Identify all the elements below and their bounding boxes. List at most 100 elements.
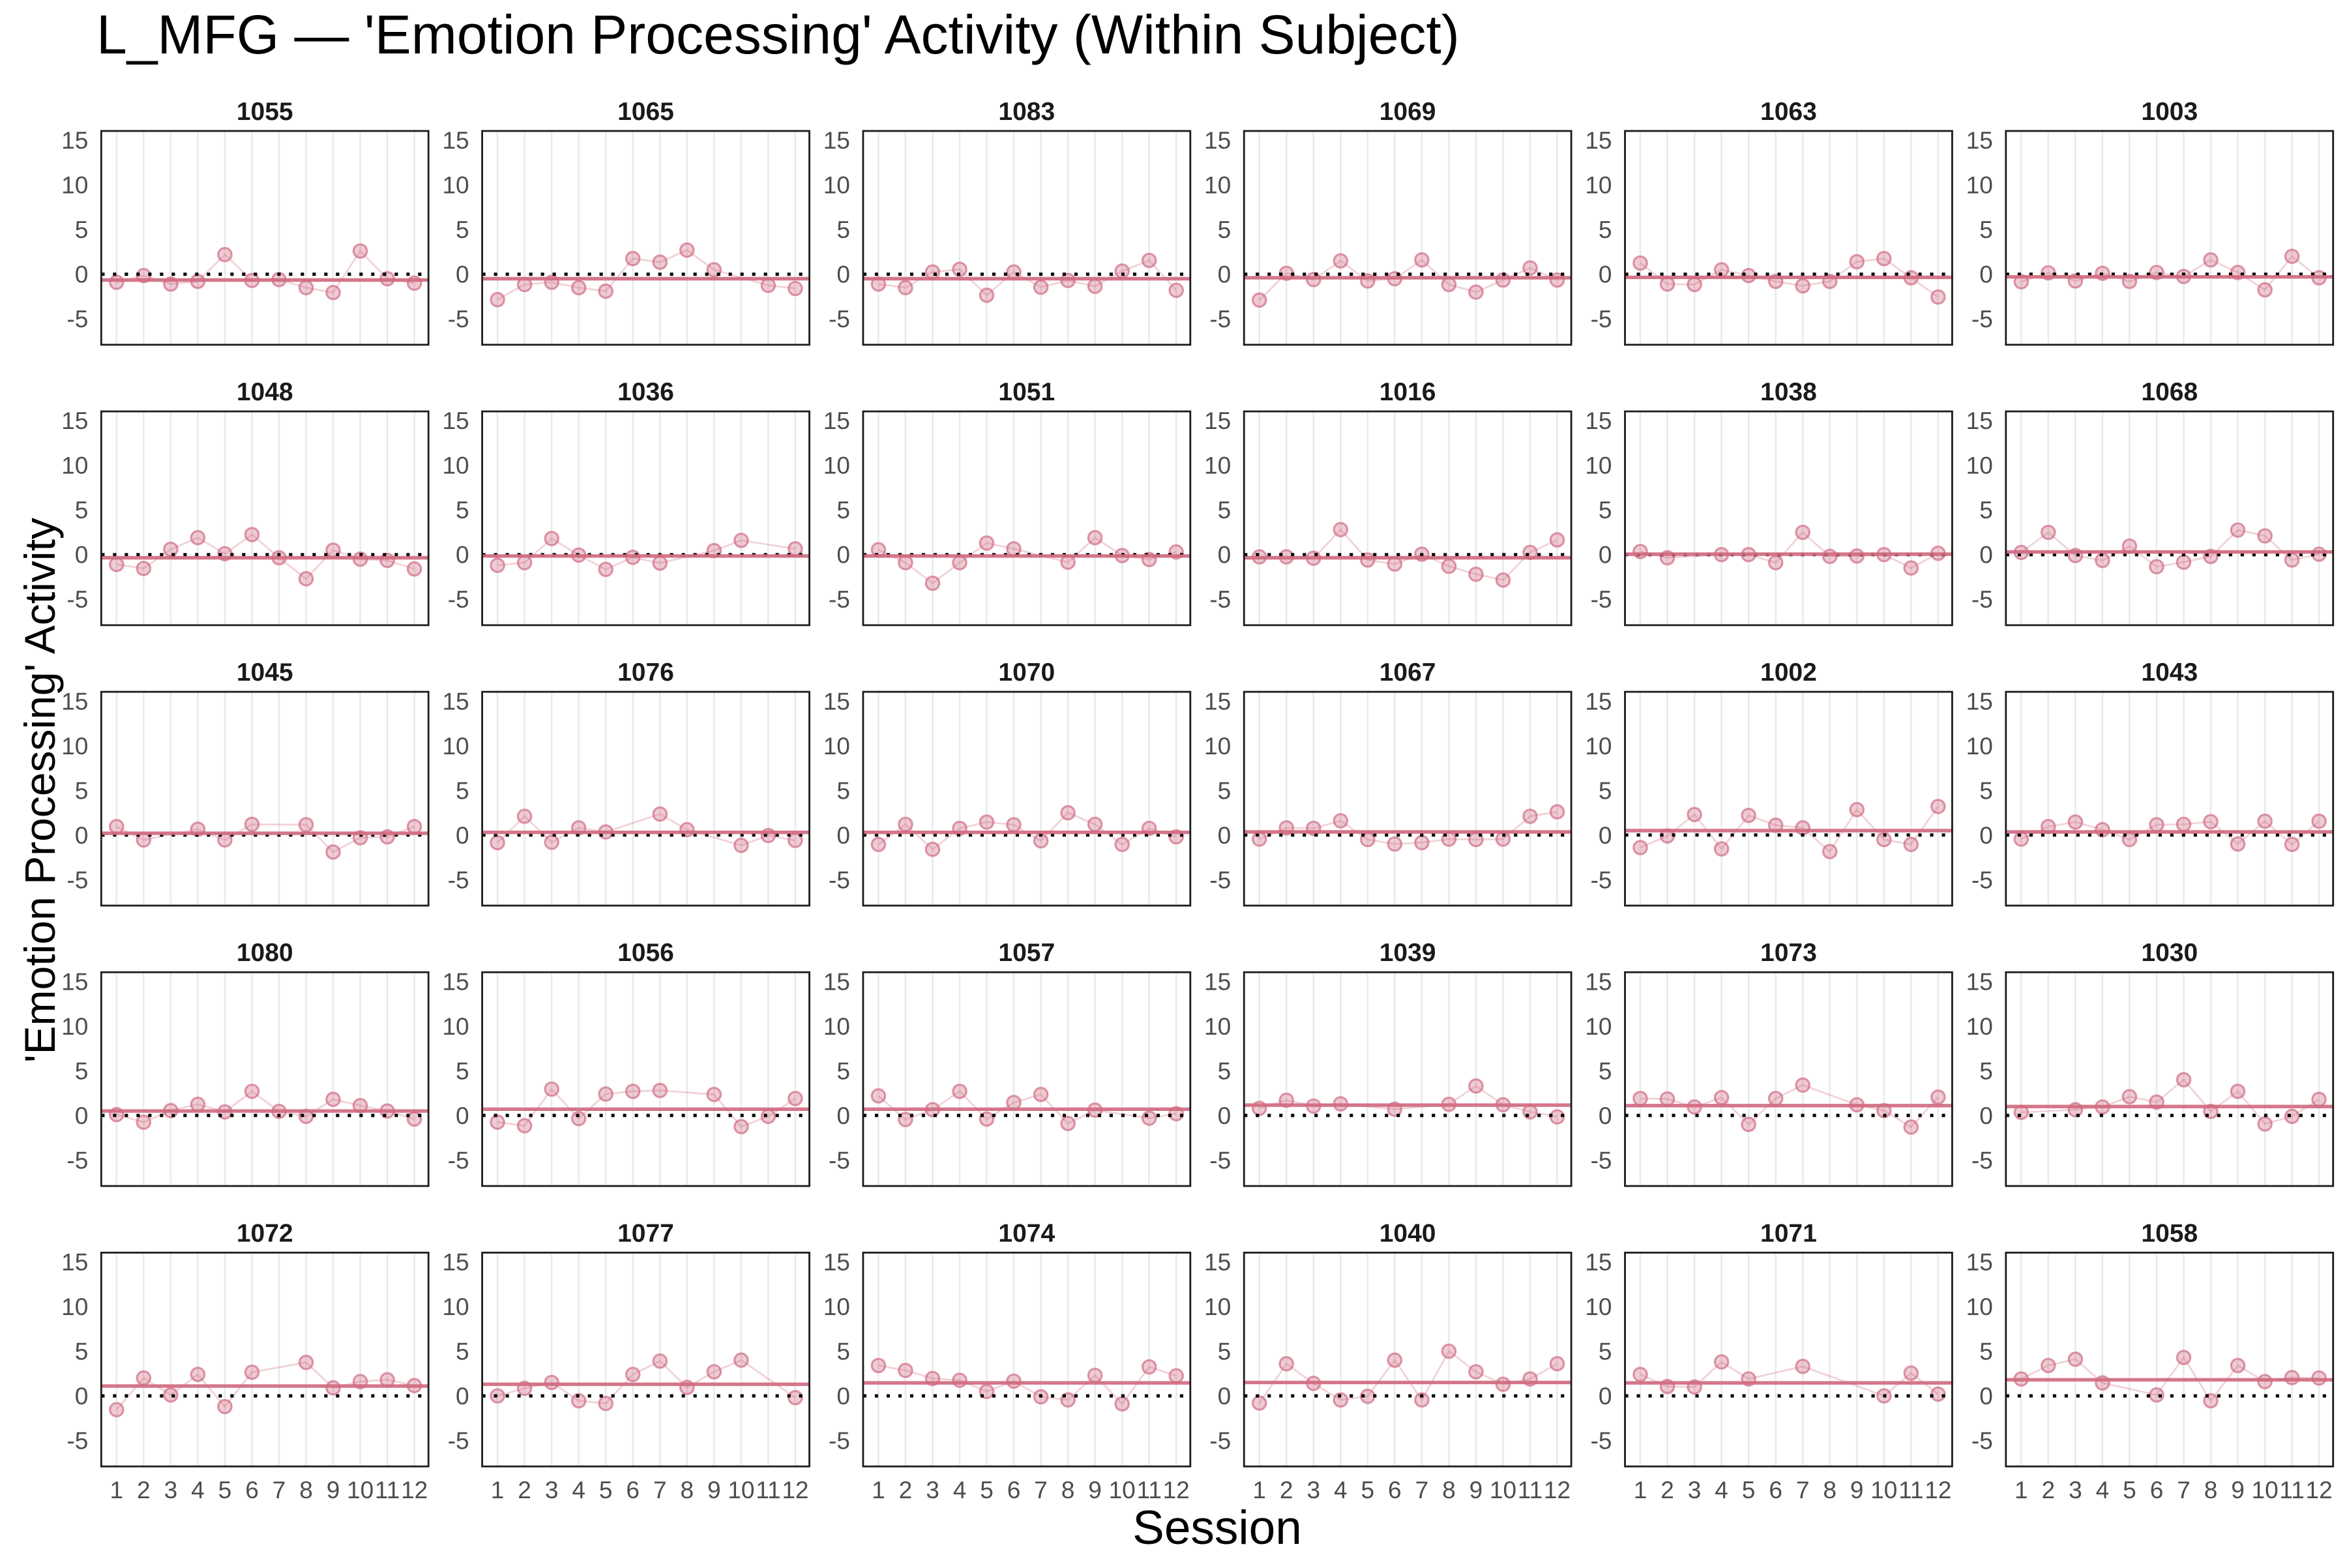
svg-text:1: 1	[110, 1477, 124, 1503]
svg-text:15: 15	[1204, 1249, 1231, 1276]
svg-text:5: 5	[836, 1339, 850, 1365]
svg-text:-5: -5	[829, 586, 850, 613]
svg-text:1080: 1080	[237, 939, 293, 967]
svg-text:5: 5	[1599, 777, 1612, 804]
svg-text:0: 0	[1218, 1383, 1232, 1410]
svg-text:1077: 1077	[617, 1219, 674, 1247]
svg-text:-5: -5	[1971, 1428, 1993, 1455]
svg-text:10: 10	[1585, 1013, 1612, 1040]
svg-text:5: 5	[1218, 497, 1232, 524]
svg-text:-5: -5	[448, 1147, 469, 1174]
svg-text:0: 0	[1599, 1383, 1612, 1410]
svg-text:1083: 1083	[998, 98, 1055, 126]
svg-text:5: 5	[456, 777, 469, 804]
svg-text:12: 12	[2306, 1477, 2333, 1503]
svg-text:2: 2	[899, 1477, 913, 1503]
svg-text:0: 0	[1218, 261, 1232, 288]
svg-text:6: 6	[245, 1477, 259, 1503]
svg-text:2: 2	[518, 1477, 531, 1503]
svg-text:-5: -5	[1591, 1147, 1612, 1174]
svg-text:1043: 1043	[2141, 658, 2198, 687]
svg-text:10: 10	[442, 452, 469, 479]
svg-text:0: 0	[1599, 261, 1612, 288]
svg-text:4: 4	[2096, 1477, 2110, 1503]
svg-text:5: 5	[75, 216, 89, 243]
svg-text:15: 15	[1966, 407, 1993, 434]
svg-text:L_MFG — 'Emotion Processing' A: L_MFG — 'Emotion Processing' Activity (W…	[96, 4, 1460, 65]
svg-text:15: 15	[1204, 127, 1231, 154]
svg-text:-5: -5	[1591, 866, 1612, 893]
svg-text:5: 5	[1979, 497, 1993, 524]
svg-text:10: 10	[61, 172, 88, 199]
svg-text:1057: 1057	[998, 939, 1055, 967]
svg-text:15: 15	[442, 407, 469, 434]
svg-text:10: 10	[61, 1013, 88, 1040]
svg-text:'Emotion Processing' Activity: 'Emotion Processing' Activity	[16, 518, 64, 1063]
svg-text:0: 0	[1218, 822, 1232, 849]
svg-text:5: 5	[2123, 1477, 2136, 1503]
svg-text:4: 4	[572, 1477, 585, 1503]
svg-text:0: 0	[1979, 1383, 1993, 1410]
svg-text:1069: 1069	[1380, 98, 1436, 126]
svg-text:1040: 1040	[1380, 1219, 1436, 1247]
svg-text:4: 4	[1715, 1477, 1728, 1503]
svg-text:1: 1	[872, 1477, 885, 1503]
svg-text:10: 10	[1204, 172, 1231, 199]
svg-text:12: 12	[401, 1477, 428, 1503]
svg-text:5: 5	[1599, 216, 1612, 243]
svg-text:5: 5	[1218, 1339, 1232, 1365]
svg-text:1036: 1036	[617, 378, 674, 406]
svg-text:7: 7	[1415, 1477, 1429, 1503]
svg-text:0: 0	[75, 261, 89, 288]
svg-text:10: 10	[1585, 1294, 1612, 1320]
svg-text:2: 2	[1280, 1477, 1293, 1503]
svg-text:11: 11	[1518, 1477, 1543, 1503]
svg-text:15: 15	[442, 688, 469, 715]
svg-text:10: 10	[61, 733, 88, 760]
svg-text:15: 15	[1966, 127, 1993, 154]
svg-text:1076: 1076	[617, 658, 674, 687]
svg-text:15: 15	[1585, 127, 1612, 154]
svg-text:1068: 1068	[2141, 378, 2198, 406]
svg-text:10: 10	[1109, 1477, 1136, 1503]
svg-text:-5: -5	[448, 1428, 469, 1455]
svg-text:1002: 1002	[1760, 658, 1817, 687]
svg-text:5: 5	[1979, 216, 1993, 243]
svg-text:15: 15	[61, 407, 88, 434]
svg-text:15: 15	[442, 127, 469, 154]
svg-text:1: 1	[2015, 1477, 2028, 1503]
svg-text:10: 10	[823, 1294, 850, 1320]
svg-text:-5: -5	[829, 866, 850, 893]
svg-text:10: 10	[823, 452, 850, 479]
svg-text:6: 6	[1769, 1477, 1782, 1503]
svg-text:0: 0	[75, 1383, 89, 1410]
svg-text:10: 10	[823, 172, 850, 199]
svg-text:0: 0	[1979, 822, 1993, 849]
svg-text:15: 15	[823, 968, 850, 995]
svg-text:1071: 1071	[1760, 1219, 1817, 1247]
svg-text:1067: 1067	[1380, 658, 1436, 687]
svg-text:1: 1	[1634, 1477, 1647, 1503]
svg-text:11: 11	[1136, 1477, 1161, 1503]
svg-text:3: 3	[2069, 1477, 2082, 1503]
svg-text:1063: 1063	[1760, 98, 1817, 126]
svg-text:5: 5	[456, 1058, 469, 1084]
svg-text:7: 7	[273, 1477, 286, 1503]
svg-text:15: 15	[61, 127, 88, 154]
svg-text:10: 10	[1585, 733, 1612, 760]
svg-text:1048: 1048	[237, 378, 293, 406]
svg-text:10: 10	[1204, 733, 1231, 760]
svg-text:8: 8	[1823, 1477, 1837, 1503]
svg-text:10: 10	[1204, 1294, 1231, 1320]
svg-text:1003: 1003	[2141, 98, 2198, 126]
svg-text:-5: -5	[1971, 306, 1993, 333]
svg-text:1: 1	[491, 1477, 505, 1503]
svg-text:-5: -5	[66, 306, 88, 333]
svg-text:10: 10	[61, 1294, 88, 1320]
svg-text:15: 15	[823, 127, 850, 154]
svg-text:11: 11	[2279, 1477, 2304, 1503]
svg-text:5: 5	[1361, 1477, 1375, 1503]
svg-text:0: 0	[1218, 1102, 1232, 1129]
svg-text:9: 9	[1088, 1477, 1102, 1503]
svg-text:6: 6	[2150, 1477, 2164, 1503]
